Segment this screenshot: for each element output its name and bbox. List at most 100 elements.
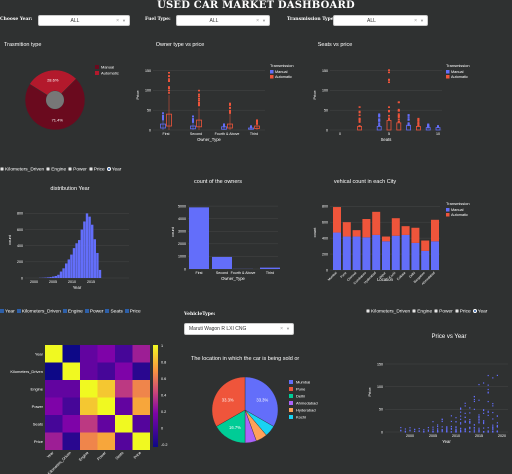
x-tick-label: 0 bbox=[339, 132, 341, 136]
radio-icon[interactable] bbox=[472, 309, 477, 313]
fuel-dropdown[interactable]: ALL × ▼ bbox=[176, 15, 270, 26]
row-label: Price bbox=[34, 439, 44, 444]
checkbox-icon[interactable] bbox=[105, 309, 110, 313]
outlier-point bbox=[417, 118, 420, 120]
checklist-option[interactable]: Engine bbox=[62, 309, 83, 314]
heatmap-cell bbox=[62, 380, 80, 398]
heatmap-cell bbox=[97, 380, 115, 398]
checkbox-icon[interactable] bbox=[16, 309, 21, 313]
bar-manual bbox=[362, 237, 371, 270]
bar-manual bbox=[333, 232, 341, 270]
radio-icon[interactable] bbox=[434, 309, 439, 313]
chevron-down-icon[interactable]: ▼ bbox=[122, 17, 126, 23]
scatter-point bbox=[437, 430, 439, 432]
outlier-point bbox=[397, 114, 400, 117]
clear-icon[interactable]: × bbox=[414, 17, 417, 24]
scatter-point bbox=[464, 405, 466, 407]
bar bbox=[189, 207, 209, 269]
clear-icon[interactable]: × bbox=[280, 325, 283, 332]
hist-bar bbox=[72, 248, 76, 278]
legend-label: Manual bbox=[451, 208, 464, 212]
chevron-down-icon[interactable]: ▼ bbox=[262, 17, 266, 23]
scatter-point bbox=[478, 431, 480, 433]
outlier-point bbox=[388, 118, 390, 121]
y-tick-label: 5000 bbox=[178, 204, 186, 208]
heatmap-cell bbox=[62, 432, 80, 450]
checklist-option[interactable]: Kilometers_Driven bbox=[16, 309, 61, 314]
y-axis-label: count bbox=[7, 234, 12, 245]
scatter-point bbox=[496, 430, 498, 433]
scatter-option[interactable]: Year bbox=[472, 309, 487, 314]
checklist-option[interactable]: Year bbox=[0, 309, 15, 314]
radio-icon[interactable] bbox=[412, 309, 417, 313]
y-tick-label: 0 bbox=[326, 268, 328, 272]
scatter-point bbox=[464, 420, 466, 423]
radio-icon[interactable] bbox=[88, 167, 93, 171]
outlier-point bbox=[388, 71, 390, 74]
hist-bar bbox=[78, 240, 81, 278]
outlier-point bbox=[358, 110, 361, 113]
heatmap-cell bbox=[62, 345, 80, 363]
scatter-point bbox=[483, 431, 485, 433]
chevron-down-icon[interactable]: ▼ bbox=[420, 17, 424, 23]
checkbox-icon[interactable] bbox=[84, 309, 89, 313]
y-tick-label: 150 bbox=[322, 69, 328, 73]
colorbar-tick: 0.6 bbox=[161, 377, 166, 381]
clear-icon[interactable]: × bbox=[116, 17, 119, 24]
outlier-point bbox=[417, 122, 420, 125]
chevron-down-icon[interactable]: ▼ bbox=[286, 325, 290, 331]
y-tick-label: 600 bbox=[322, 220, 328, 224]
scatter-point bbox=[469, 412, 471, 414]
seats-price-boxplot: Seats vs price 0 50 100 150 Price Seats 0 5 10 Tra… bbox=[312, 42, 470, 142]
transmission-dropdown[interactable]: ALL × ▼ bbox=[333, 15, 428, 26]
checkbox-icon[interactable] bbox=[0, 309, 4, 313]
outlier-point bbox=[358, 106, 361, 108]
x-tick-label: Delhi bbox=[408, 271, 416, 279]
scatter-point bbox=[464, 428, 466, 430]
scatter-option[interactable]: Power bbox=[434, 309, 453, 314]
year-dropdown[interactable]: ALL × ▼ bbox=[38, 15, 130, 26]
distribution-option[interactable]: Kilometers_Driven bbox=[0, 167, 44, 172]
radio-group-scatter[interactable]: Kilometers_Driven Engine Power Price Year bbox=[366, 309, 489, 314]
checklist-option[interactable]: Power bbox=[84, 309, 103, 314]
checklist-option[interactable]: Price bbox=[124, 309, 141, 314]
scatter-point bbox=[487, 384, 489, 386]
scatter-point bbox=[432, 430, 434, 432]
distribution-option[interactable]: Price bbox=[88, 167, 105, 172]
distribution-option[interactable]: Power bbox=[68, 167, 87, 172]
heatmap-column-checklist[interactable]: Year Kilometers_Driven Engine Power Seats Pri… bbox=[0, 309, 143, 314]
scatter-point bbox=[437, 424, 439, 426]
checklist-option[interactable]: Seats bbox=[105, 309, 123, 314]
scatter-option[interactable]: Price bbox=[454, 309, 471, 314]
distribution-option[interactable]: Engine bbox=[46, 167, 66, 172]
radio-label: Power bbox=[439, 309, 453, 315]
outlier-point bbox=[407, 114, 410, 117]
radio-icon[interactable] bbox=[366, 309, 370, 313]
outlier-point bbox=[162, 112, 164, 114]
vehicle-type-dropdown[interactable]: Maruti Wagon R LXI CNG × ▼ bbox=[184, 323, 294, 335]
scatter-option[interactable]: Engine bbox=[412, 309, 432, 314]
outlier-point bbox=[397, 101, 400, 103]
radio-icon[interactable] bbox=[46, 167, 51, 171]
scatter-point bbox=[455, 428, 457, 431]
checkbox-icon[interactable] bbox=[124, 309, 129, 313]
radio-icon[interactable] bbox=[68, 167, 73, 171]
distribution-option[interactable]: Year bbox=[106, 167, 121, 172]
scatter-point bbox=[427, 426, 429, 429]
chart-title: count of the owners bbox=[194, 179, 242, 185]
radio-icon[interactable] bbox=[106, 167, 111, 171]
scatter-point bbox=[483, 420, 485, 422]
y-tick-label: 0 bbox=[149, 128, 151, 132]
clear-icon[interactable]: × bbox=[256, 17, 259, 24]
checkbox-icon[interactable] bbox=[62, 309, 67, 313]
outlier-point bbox=[407, 119, 410, 121]
scatter-point bbox=[427, 429, 429, 431]
radio-group-distribution[interactable]: Kilometers_Driven Engine Power Price Year bbox=[0, 167, 123, 172]
scatter-point bbox=[460, 427, 462, 429]
radio-icon[interactable] bbox=[454, 309, 459, 313]
radio-icon[interactable] bbox=[0, 167, 4, 171]
radio-label: Engine bbox=[51, 167, 67, 173]
y-tick-label: 50 bbox=[147, 108, 151, 112]
scatter-point bbox=[437, 425, 439, 428]
scatter-option[interactable]: Kilometers_Driven bbox=[366, 309, 410, 314]
